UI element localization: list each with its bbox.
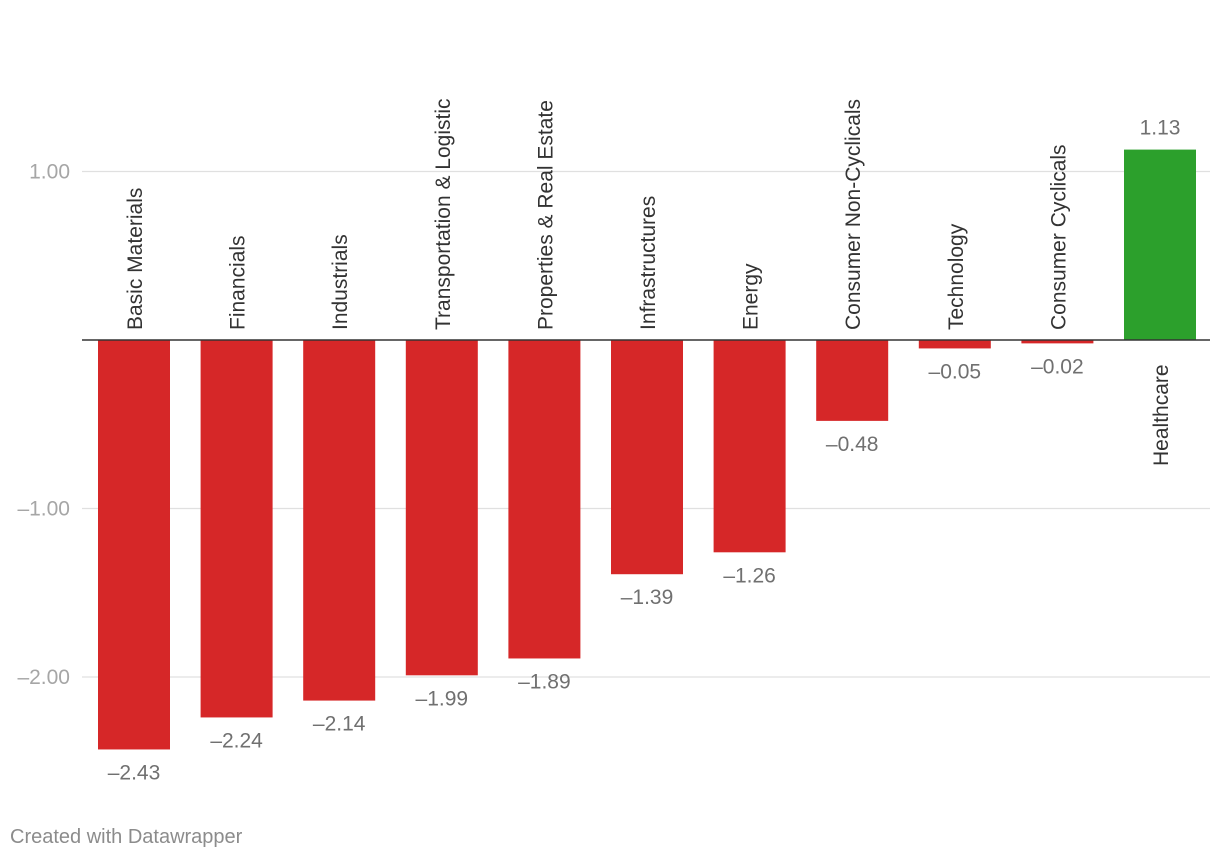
- value-label: –0.02: [1031, 355, 1084, 378]
- bar: [816, 340, 889, 421]
- bar: [508, 340, 581, 659]
- value-label: –1.89: [518, 670, 571, 693]
- category-label: Healthcare: [1150, 364, 1173, 466]
- value-label: –0.05: [929, 360, 982, 383]
- bars: [98, 149, 1196, 750]
- bar: [1021, 340, 1094, 344]
- value-label: –2.43: [108, 761, 161, 784]
- value-label: –2.24: [210, 729, 263, 752]
- category-label: Industrials: [329, 234, 352, 330]
- value-label: 1.13: [1140, 117, 1181, 140]
- category-label: Consumer Cyclicals: [1047, 144, 1070, 330]
- bar: [200, 340, 273, 718]
- category-label: Transportation & Logistic: [432, 98, 455, 330]
- y-tick-label: –1.00: [17, 498, 70, 521]
- bar: [611, 340, 683, 575]
- category-label: Infrastructures: [637, 196, 660, 330]
- bar: [405, 340, 478, 676]
- labels: 1.00 –1.00 –2.00 –2.43 Basic Materials –2.24 F…: [17, 98, 1180, 784]
- value-label: –0.48: [826, 433, 879, 456]
- bar: [918, 340, 991, 349]
- category-label: Properties & Real Estate: [534, 100, 557, 330]
- category-label: Basic Materials: [124, 188, 147, 330]
- bar: [98, 340, 170, 750]
- y-tick-label: –2.00: [17, 666, 70, 689]
- value-label: –1.26: [723, 564, 776, 587]
- category-label: Technology: [945, 223, 968, 330]
- datawrapper-credit: Created with Datawrapper: [10, 826, 243, 848]
- category-label: Energy: [740, 263, 763, 330]
- bar: [1124, 149, 1196, 340]
- value-label: –1.99: [416, 687, 469, 710]
- bar: [713, 340, 786, 553]
- y-tick-label: 1.00: [29, 161, 70, 184]
- category-label: Consumer Non-Cyclicals: [842, 99, 865, 330]
- value-label: –1.39: [621, 586, 674, 609]
- bar: [303, 340, 376, 701]
- value-label: –2.14: [313, 713, 366, 736]
- category-label: Financials: [227, 235, 250, 330]
